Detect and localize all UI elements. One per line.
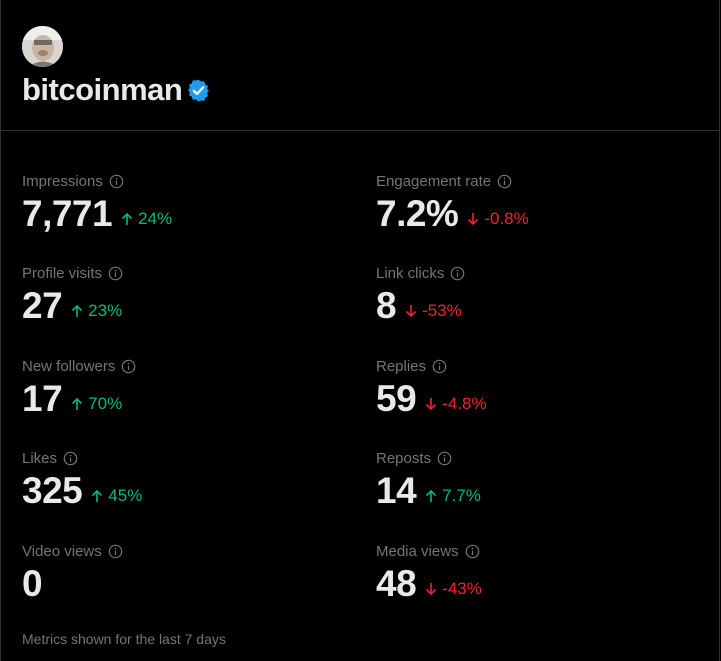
metric-value: 48 (376, 563, 417, 604)
arrow-up-icon (72, 397, 83, 410)
arrow-down-icon (426, 583, 437, 596)
metric-delta: 24% (121, 209, 172, 229)
arrow-up-icon (92, 489, 103, 502)
metric-label: Impressions (22, 172, 103, 190)
info-icon[interactable] (108, 544, 123, 559)
arrow-down-icon (426, 398, 437, 411)
metric-value: 8 (376, 285, 397, 326)
info-icon[interactable] (437, 451, 452, 466)
info-icon[interactable] (432, 359, 447, 374)
avatar[interactable] (22, 26, 63, 67)
username[interactable]: bitcoinman (22, 72, 183, 107)
metric-delta-value: -0.8% (484, 209, 529, 228)
metric-delta-value: -53% (422, 301, 462, 320)
metric-delta-value: 24% (138, 209, 173, 228)
metric-label: Media views (376, 542, 459, 560)
metric-replies: Replies 59 -4.8% (376, 356, 487, 420)
metric-delta: 23% (71, 301, 122, 321)
info-icon[interactable] (450, 266, 465, 281)
metric-video-views: Video views 0 (22, 541, 123, 605)
metric-media-views: Media views 48 -43% (376, 541, 482, 605)
metric-delta: 45% (91, 486, 142, 506)
metric-impressions: Impressions 7,771 24% (22, 171, 172, 235)
profile-header: bitcoinman (1, 0, 719, 131)
metric-label: Reposts (376, 449, 432, 467)
metric-value: 27 (22, 285, 63, 326)
metric-delta: -43% (425, 579, 482, 599)
metric-label: New followers (22, 357, 116, 375)
arrow-up-icon (122, 212, 133, 225)
metric-value: 325 (22, 470, 83, 511)
arrow-down-icon (468, 213, 479, 226)
metric-delta: 70% (71, 394, 122, 414)
metric-label: Likes (22, 449, 58, 467)
metric-profile-visits: Profile visits 27 23% (22, 263, 123, 327)
info-icon[interactable] (497, 174, 512, 189)
avatar-photo (22, 26, 63, 67)
metric-likes: Likes 325 45% (22, 448, 142, 512)
metric-value: 59 (376, 378, 417, 419)
metric-label: Video views (22, 542, 102, 560)
metrics-period-note: Metrics shown for the last 7 days (22, 631, 226, 647)
metric-new-followers: New followers 17 70% (22, 356, 136, 420)
metric-delta: -0.8% (467, 209, 529, 229)
username-row: bitcoinman (22, 72, 211, 108)
metric-delta-value: 23% (88, 301, 123, 320)
metric-delta-value: -4.8% (442, 394, 487, 413)
metric-value: 7,771 (22, 193, 113, 234)
metric-delta-value: 70% (88, 394, 123, 413)
metric-delta: -53% (405, 301, 462, 321)
metric-delta-value: 7.7% (442, 486, 481, 505)
metric-link-clicks: Link clicks 8 -53% (376, 263, 465, 327)
metric-value: 14 (376, 470, 417, 511)
arrow-up-icon (426, 489, 437, 502)
metric-label: Engagement rate (376, 172, 492, 190)
metric-delta-value: -43% (442, 579, 482, 598)
arrow-up-icon (72, 304, 83, 317)
verified-badge-icon (188, 79, 210, 101)
metric-delta-value: 45% (108, 486, 143, 505)
metric-value: 7.2% (376, 193, 459, 234)
info-icon[interactable] (121, 359, 136, 374)
metric-label: Profile visits (22, 264, 103, 282)
metric-delta: 7.7% (425, 486, 481, 506)
metric-label: Replies (376, 357, 427, 375)
metric-value: 17 (22, 378, 63, 419)
info-icon[interactable] (465, 544, 480, 559)
arrow-down-icon (406, 305, 417, 318)
metric-delta: -4.8% (425, 394, 487, 414)
info-icon[interactable] (63, 451, 78, 466)
info-icon[interactable] (108, 266, 123, 281)
info-icon[interactable] (109, 174, 124, 189)
metric-engagement-rate: Engagement rate 7.2% -0.8% (376, 171, 529, 235)
metric-reposts: Reposts 14 7.7% (376, 448, 481, 512)
metric-value: 0 (22, 563, 43, 604)
metric-label: Link clicks (376, 264, 445, 282)
